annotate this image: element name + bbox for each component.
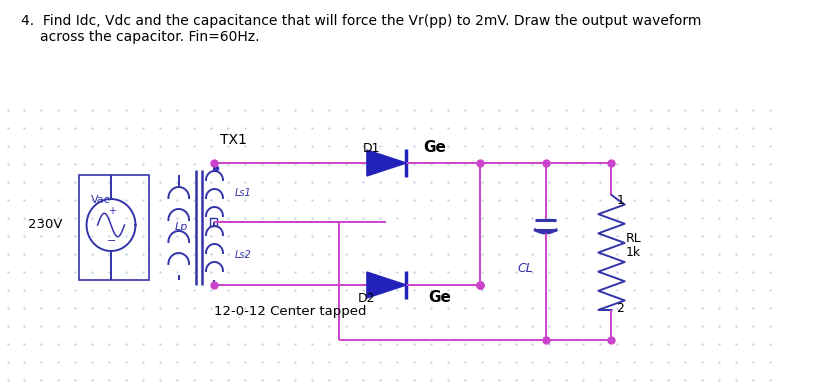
Bar: [210, 218, 217, 226]
Text: Ls2: Ls2: [235, 250, 252, 260]
Text: −: −: [107, 236, 117, 246]
Text: 1k: 1k: [625, 245, 640, 259]
Text: Ge: Ge: [423, 140, 446, 156]
Text: Vac: Vac: [91, 195, 110, 205]
Text: Lp: Lp: [175, 222, 188, 232]
Text: 230V: 230V: [28, 218, 63, 232]
Text: RL: RL: [625, 232, 641, 245]
Polygon shape: [367, 272, 406, 298]
Text: CL: CL: [517, 262, 533, 275]
Text: D1: D1: [363, 142, 380, 154]
Bar: [79, 175, 149, 280]
Text: Ls1: Ls1: [235, 188, 252, 198]
Text: across the capacitor. Fin=60Hz.: across the capacitor. Fin=60Hz.: [39, 30, 259, 44]
Text: 1: 1: [616, 193, 624, 206]
Text: 4.  Find Idc, Vdc and the capacitance that will force the Vr(pp) to 2mV. Draw th: 4. Find Idc, Vdc and the capacitance tha…: [21, 14, 701, 28]
Polygon shape: [367, 150, 406, 176]
Text: D2: D2: [358, 291, 375, 305]
Text: Ge: Ge: [428, 291, 451, 305]
Text: +: +: [108, 206, 116, 216]
Text: 2: 2: [616, 301, 624, 314]
Text: TX1: TX1: [220, 133, 247, 147]
Text: 12-0-12 Center tapped: 12-0-12 Center tapped: [215, 305, 367, 318]
